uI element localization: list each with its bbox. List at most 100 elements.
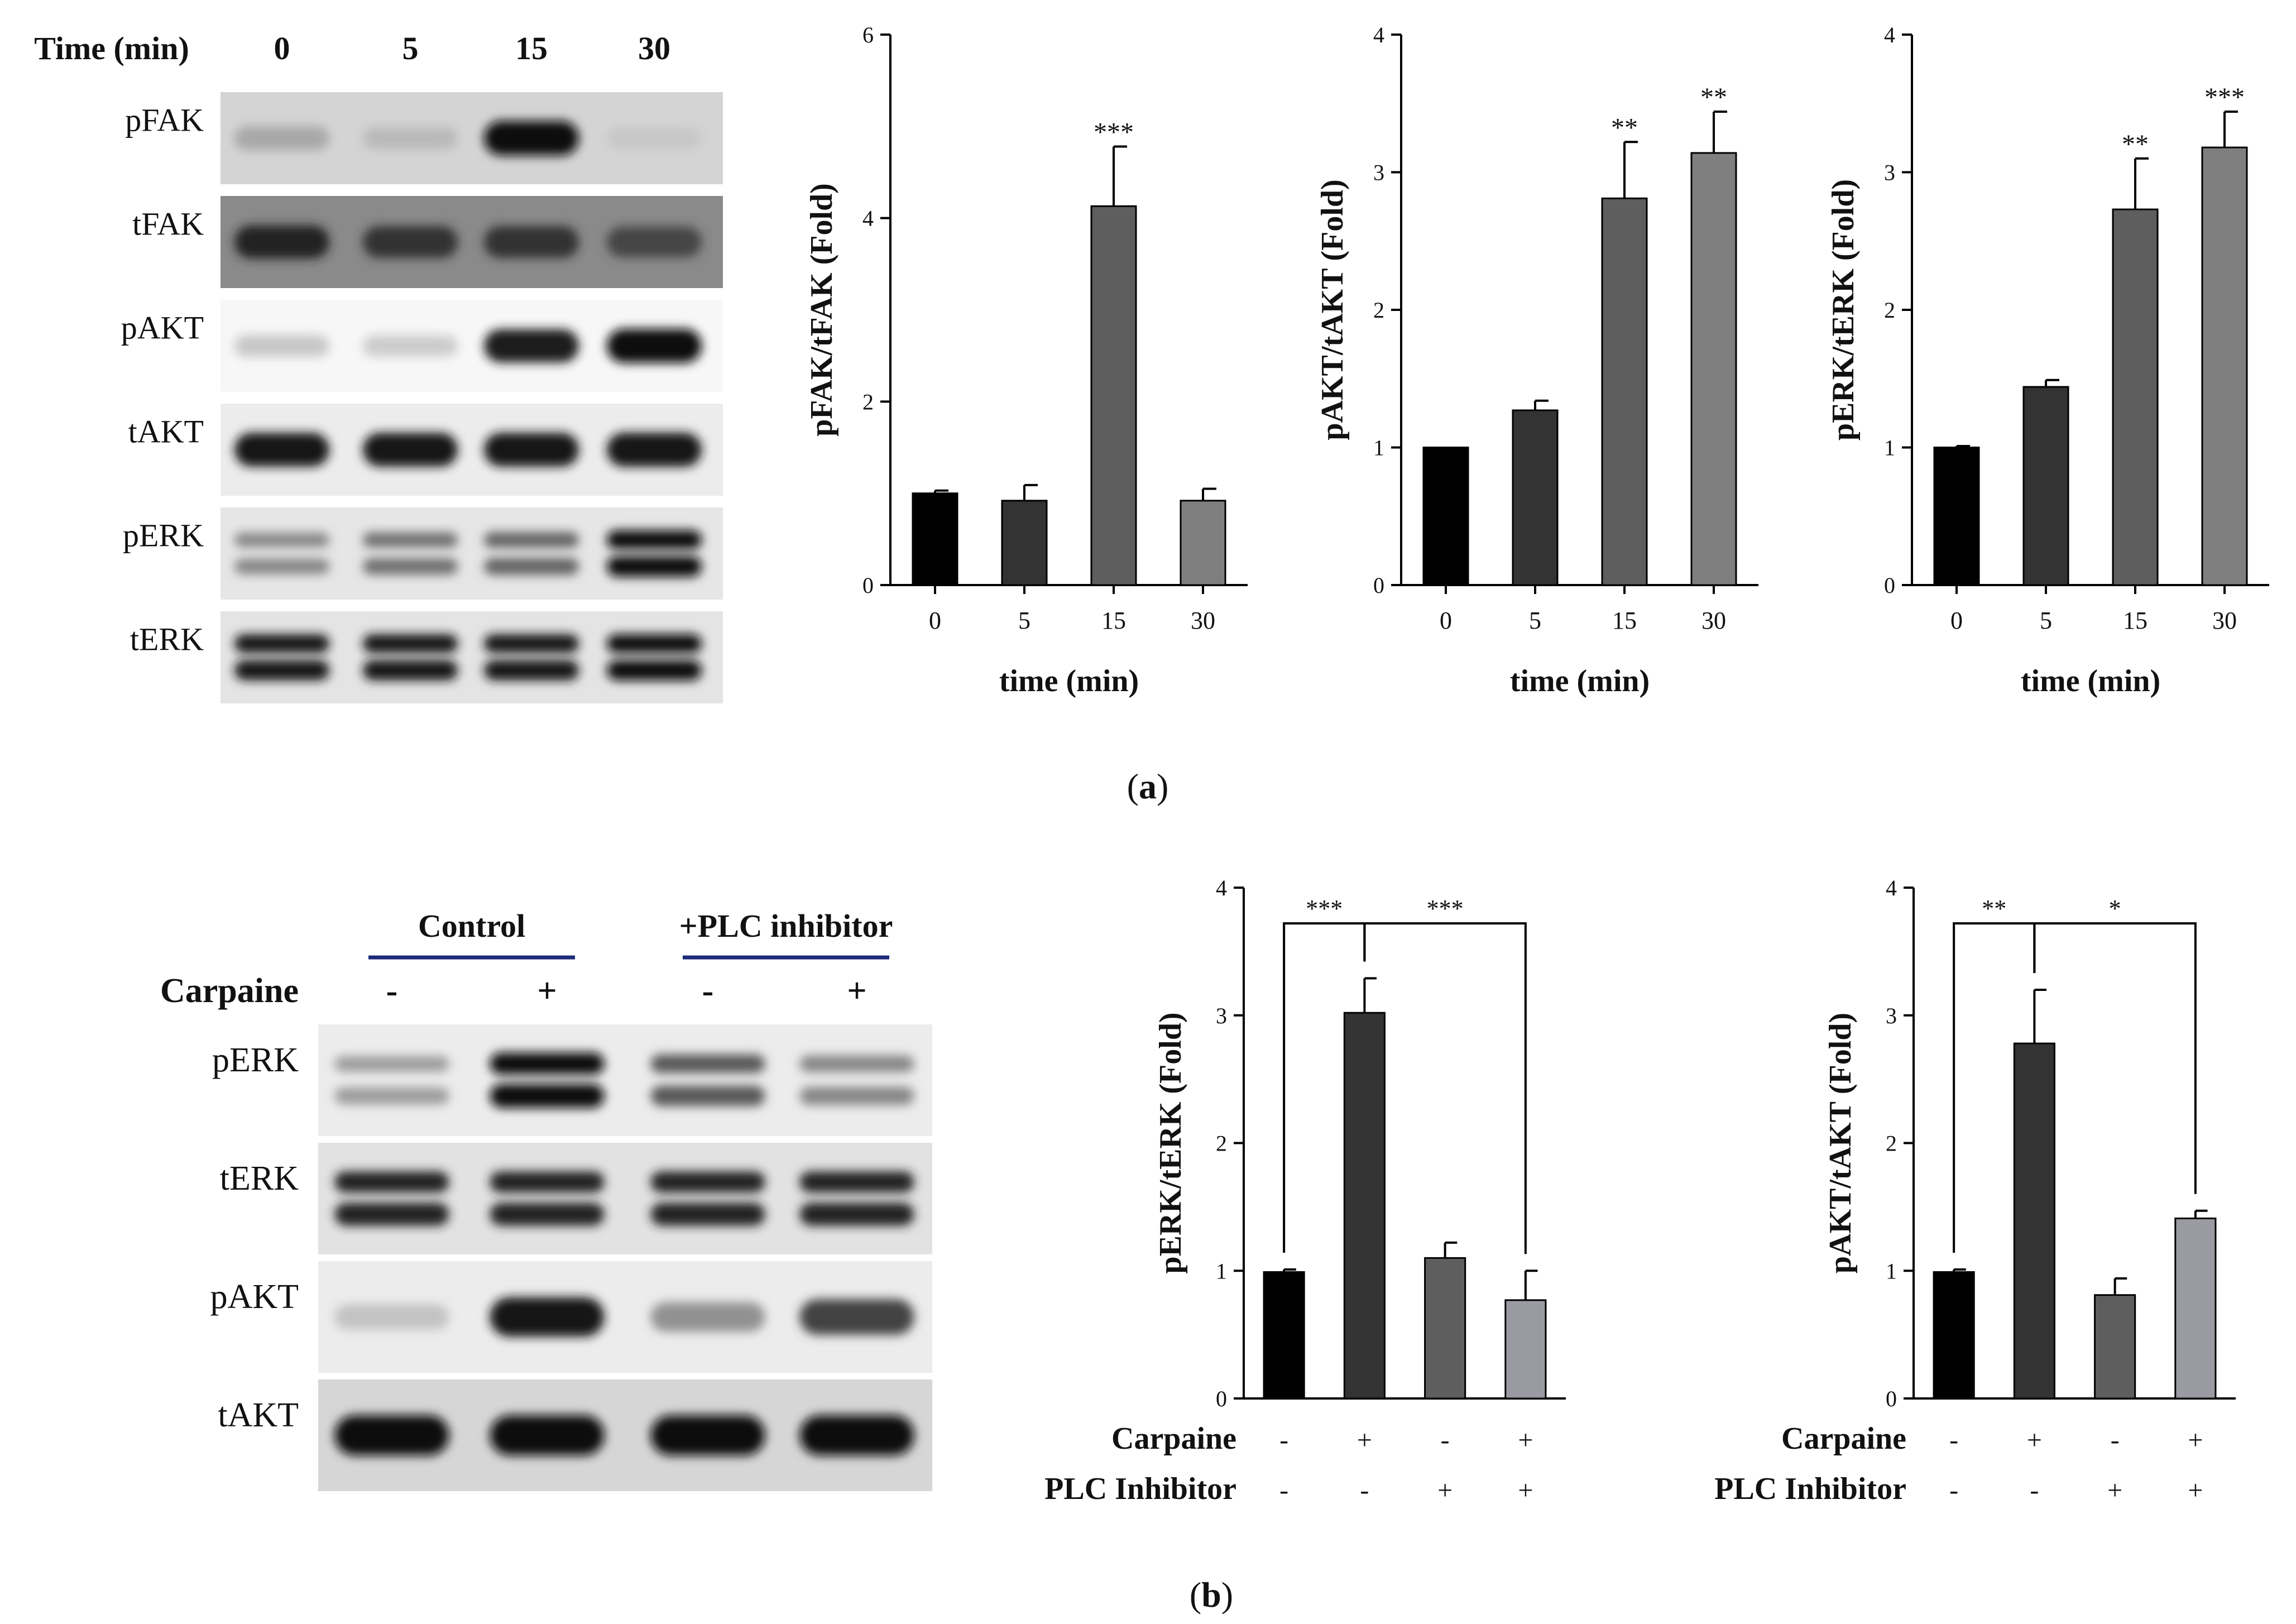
y-tick-label: 1 <box>1886 1258 1897 1283</box>
blot-band <box>799 1055 914 1072</box>
blot-row-label: pFAK <box>125 102 204 138</box>
blot-row-label: tAKT <box>128 413 204 449</box>
carpaine-sign: + <box>537 972 557 1010</box>
blot-band <box>607 556 702 577</box>
significance-bracket: * <box>2033 895 2197 1194</box>
blot-band <box>484 226 579 258</box>
blot-band <box>484 660 579 681</box>
blot-band <box>484 329 579 363</box>
y-tick-label: 4 <box>1884 22 1895 47</box>
blot-row-label: pAKT <box>210 1278 299 1316</box>
y-axis-label: pFAK/tFAK (Fold) <box>804 183 839 437</box>
blot-band <box>490 1415 605 1455</box>
time-point-label: 5 <box>402 30 419 66</box>
blot-row-label: tERK <box>220 1160 299 1197</box>
condition-sign: - <box>2030 1476 2039 1505</box>
condition-sign: + <box>2188 1476 2203 1505</box>
y-tick-label: 0 <box>1216 1386 1227 1411</box>
blot-strip <box>221 611 723 703</box>
y-tick-label: 2 <box>1373 298 1384 323</box>
x-tick-label: 15 <box>1612 607 1637 634</box>
x-tick-label: 5 <box>1529 607 1541 634</box>
blot-band <box>799 1086 914 1105</box>
blot-band <box>363 335 458 357</box>
bar <box>2174 1217 2217 1400</box>
bar <box>1001 500 1048 586</box>
group-label: Control <box>418 908 525 944</box>
significance-bracket: *** <box>1363 895 1527 1254</box>
blot-band <box>334 1171 449 1193</box>
blot-row-label: tERK <box>130 621 204 657</box>
condition-sign: - <box>1279 1425 1288 1455</box>
blot-band <box>234 660 329 681</box>
caption-paren: ( <box>1190 1575 1201 1615</box>
condition-sign: + <box>2107 1476 2122 1505</box>
bar <box>2022 386 2069 586</box>
x-tick-label: 0 <box>1440 607 1452 634</box>
caption-paren: ( <box>1127 767 1139 806</box>
condition-sign: + <box>1518 1476 1533 1505</box>
y-tick-label: 3 <box>1884 160 1895 185</box>
bar <box>1090 205 1137 586</box>
condition-sign: + <box>2027 1425 2042 1455</box>
y-tick-label: 3 <box>1216 1003 1227 1028</box>
blot-band <box>484 634 579 653</box>
blot-band <box>799 1415 914 1455</box>
caption-letter: a <box>1139 767 1157 806</box>
y-tick-label: 4 <box>1216 875 1227 900</box>
carpaine-sign: + <box>847 972 866 1010</box>
condition-sign: - <box>1279 1476 1288 1505</box>
y-tick-label: 2 <box>1216 1131 1227 1156</box>
blot-band <box>490 1297 605 1337</box>
y-tick-label: 1 <box>1216 1258 1227 1283</box>
bar <box>2094 1294 2136 1400</box>
blot-row-perk: pERK <box>212 1024 932 1136</box>
panel-b-chart-1: 0 1 2 3 4 pERK/tERK (Fold) *** *** Carpaine - + - + P… <box>1044 875 1566 1506</box>
x-tick-label: 0 <box>1950 607 1963 634</box>
blot-band <box>799 1171 914 1193</box>
blot-band <box>650 1415 765 1455</box>
blot-band <box>234 558 329 574</box>
bar <box>1933 447 1980 586</box>
blot-band <box>650 1054 765 1074</box>
condition-sign: + <box>1357 1425 1372 1455</box>
condition-sign: - <box>1360 1476 1369 1505</box>
bar <box>1933 1271 1975 1400</box>
carpaine-sign: - <box>386 972 398 1010</box>
blot-band <box>650 1302 765 1332</box>
y-tick-label: 1 <box>1373 435 1384 461</box>
x-tick-label: 5 <box>1018 607 1030 634</box>
panel-b-caption: (b) <box>1190 1575 1233 1615</box>
x-tick-label: 30 <box>1701 607 1726 634</box>
blot-band <box>799 1203 914 1226</box>
blot-row-takt: tAKT <box>128 404 723 496</box>
panel-b: Control +PLC inhibitor Carpaine - + - + pERK tER… <box>160 875 2236 1615</box>
blot-band <box>234 335 329 357</box>
blot-band <box>490 1171 605 1193</box>
x-tick-label: 15 <box>2123 607 2148 634</box>
blot-band <box>484 121 579 156</box>
bar <box>2013 1042 2055 1400</box>
y-axis-label: pAKT/tAKT (Fold) <box>1823 1013 1858 1273</box>
blot-band <box>607 660 702 681</box>
blot-band <box>363 558 458 575</box>
y-tick-label: 0 <box>1884 573 1895 598</box>
blot-row-terk: tERK <box>220 1143 932 1254</box>
blot-band <box>334 1087 449 1105</box>
blot-band <box>334 1415 449 1455</box>
caption-paren: ) <box>1157 767 1168 806</box>
bar <box>1343 1012 1386 1400</box>
y-axis-label: pERK/tERK (Fold) <box>1153 1012 1188 1273</box>
blot-band <box>484 433 579 467</box>
condition-label: Carpaine <box>1111 1421 1236 1456</box>
x-tick-label: 0 <box>929 607 941 634</box>
condition-sign: - <box>1949 1425 1958 1455</box>
bar <box>1601 197 1648 586</box>
bracket-line <box>2033 922 2197 1194</box>
panel-b-blot: Control +PLC inhibitor Carpaine - + - + pERK tER… <box>160 908 932 1491</box>
time-point-label: 15 <box>515 30 548 66</box>
blot-row-terk: tERK <box>130 611 723 703</box>
bar <box>1263 1271 1305 1400</box>
